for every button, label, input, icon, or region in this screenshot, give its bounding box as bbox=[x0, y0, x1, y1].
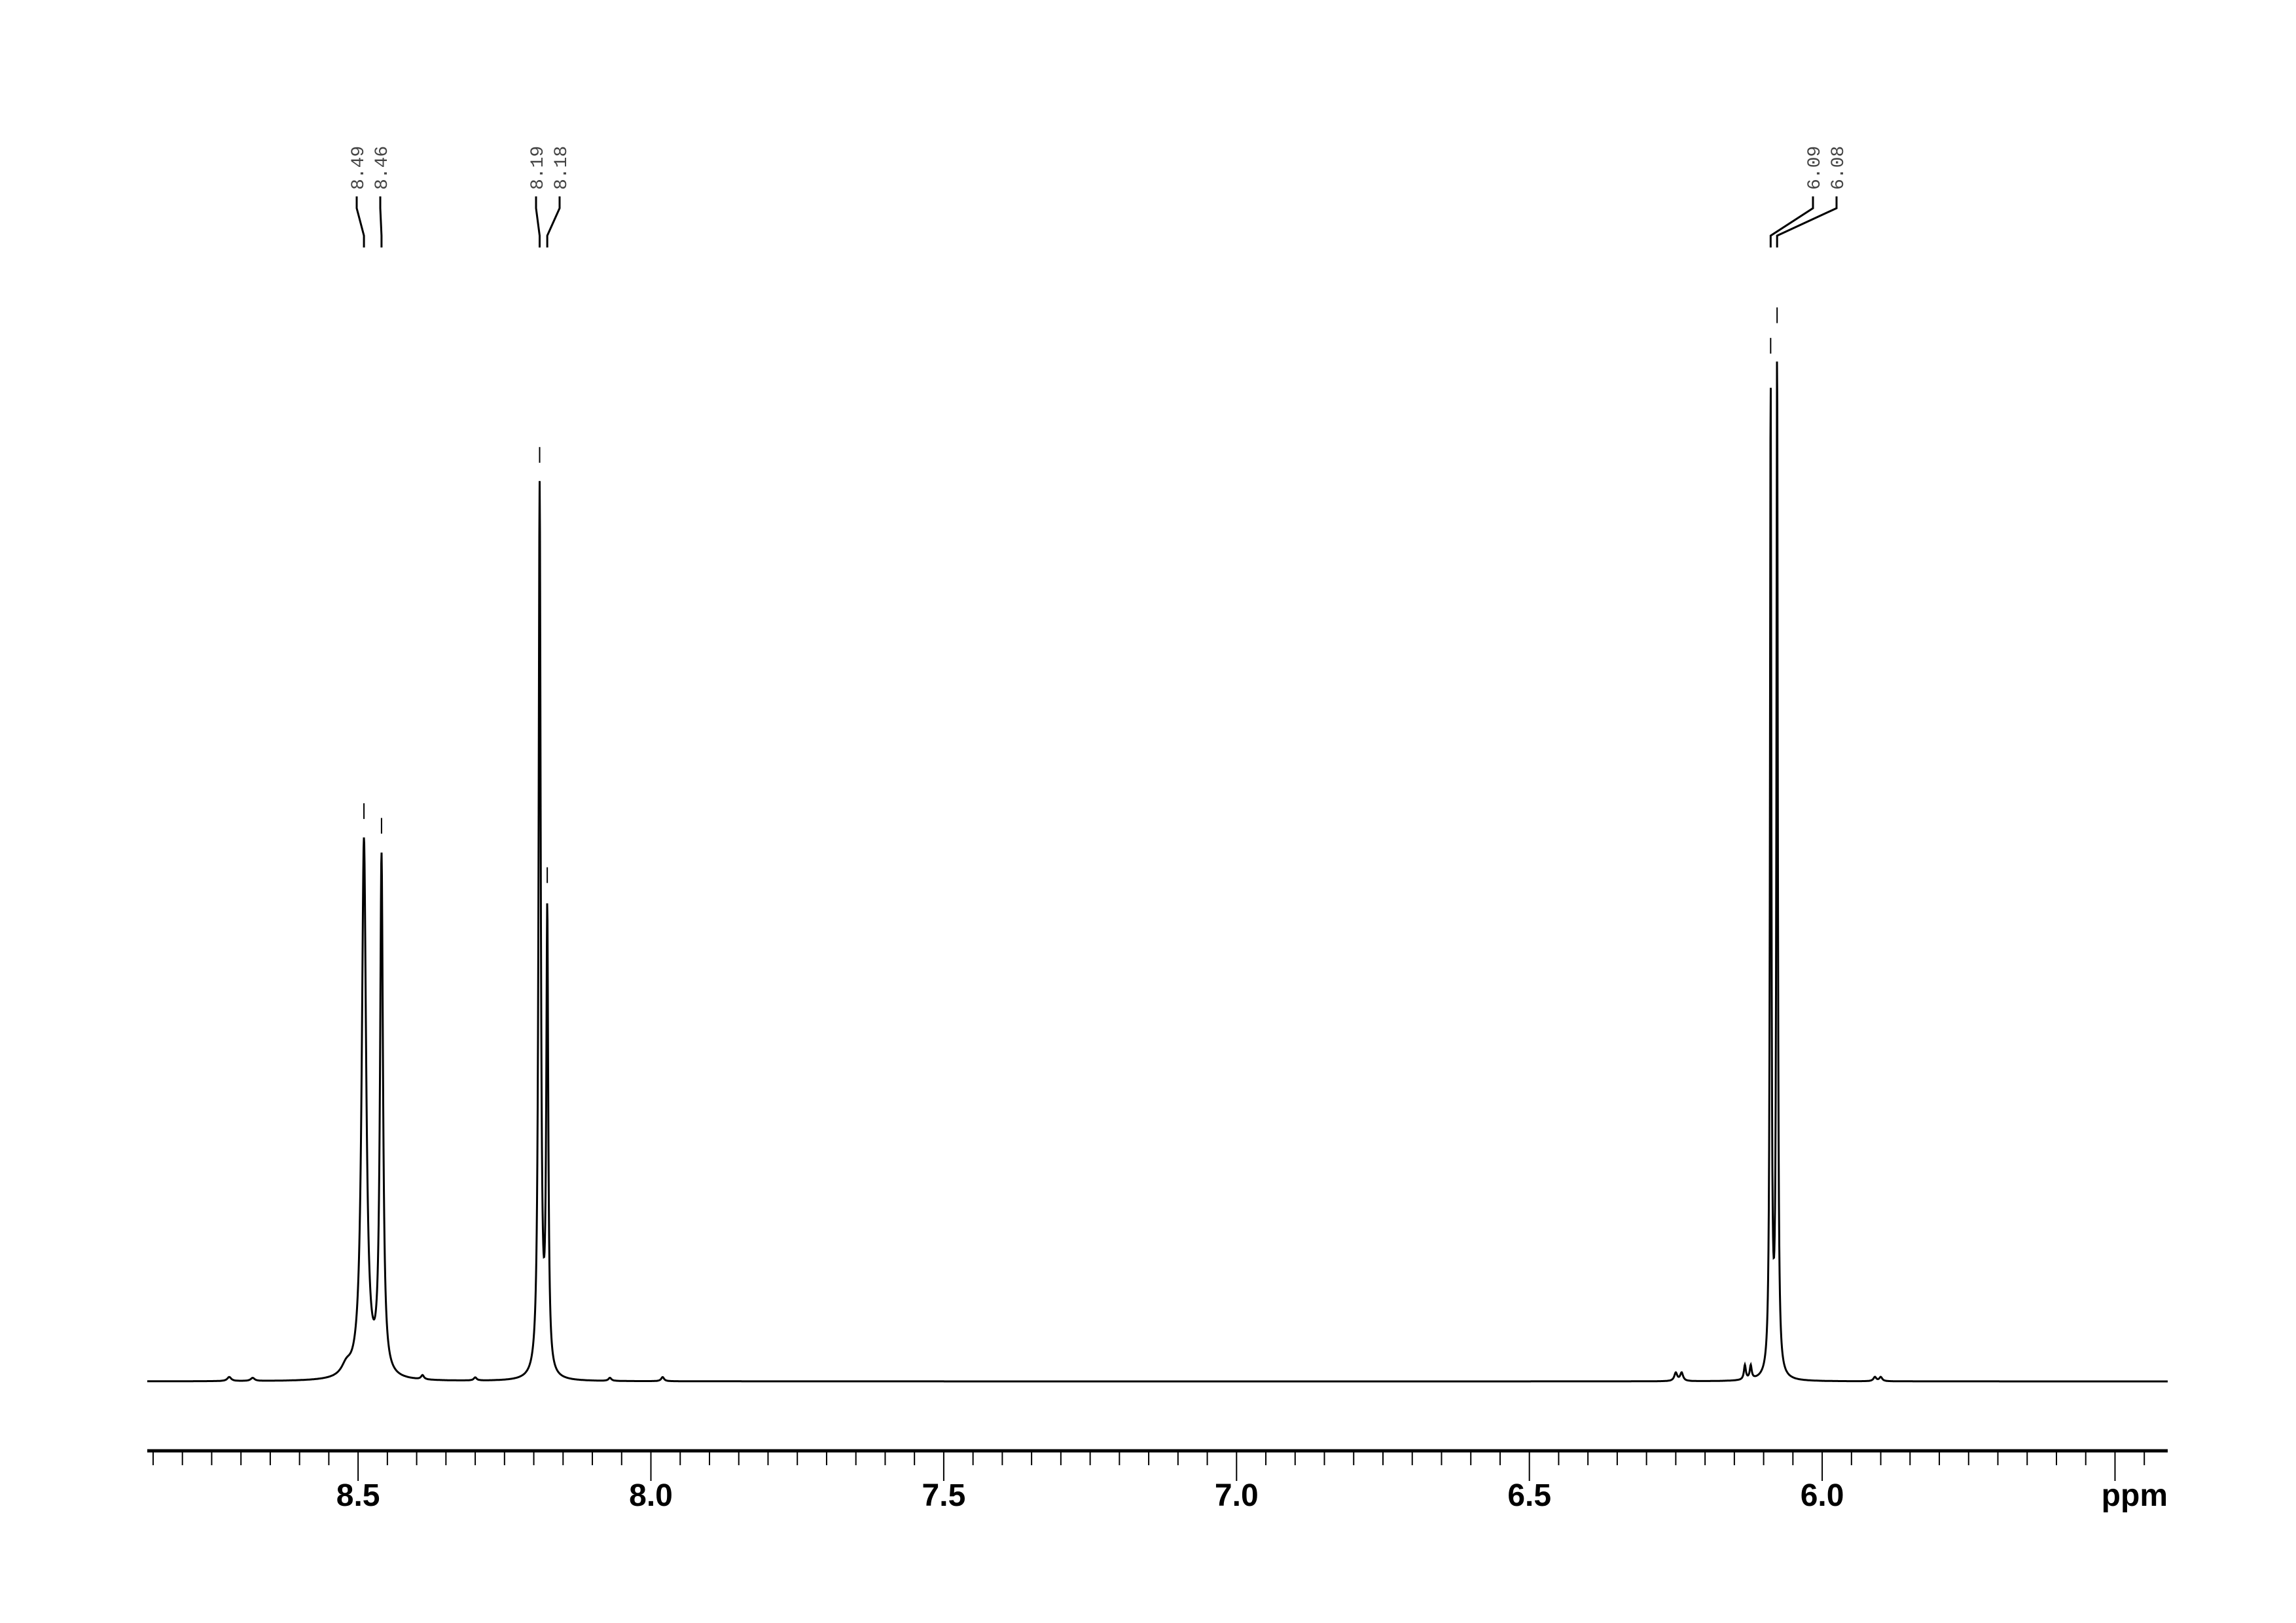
peak-label: 8.18 bbox=[552, 146, 572, 190]
peak-label: 8.49 bbox=[349, 146, 369, 190]
peak-label: 8.19 bbox=[528, 146, 548, 190]
x-axis-ticks bbox=[152, 1451, 2145, 1481]
x-tick-label: 6.0 bbox=[1801, 1478, 1844, 1513]
x-tick-label: 7.5 bbox=[922, 1478, 966, 1513]
peak-label-connector bbox=[379, 196, 383, 247]
x-axis-label: ppm bbox=[2102, 1478, 2168, 1513]
peak-label-connector bbox=[535, 196, 541, 247]
x-tick-label: 6.5 bbox=[1507, 1478, 1551, 1513]
x-tick-label: 8.5 bbox=[336, 1478, 380, 1513]
peak-label-connector bbox=[1769, 196, 1814, 247]
x-tick-label: 7.0 bbox=[1215, 1478, 1259, 1513]
x-axis-tick-labels: 8.5 8.0 7.5 7.0 6.5 6.0 bbox=[336, 1478, 1844, 1513]
peak-label: 6.08 bbox=[1829, 146, 1849, 190]
peak-label: 8.46 bbox=[372, 146, 393, 190]
spectrum-line bbox=[147, 361, 2168, 1383]
peak-labels: 8.49 8.46 8.19 8.18 6.09 6.08 bbox=[349, 146, 1849, 247]
x-tick-label: 8.0 bbox=[629, 1478, 673, 1513]
peak-label-connector bbox=[355, 196, 365, 247]
peak-label-connector bbox=[1776, 196, 1838, 247]
peak-label: 6.09 bbox=[1805, 146, 1825, 190]
peak-label-connector bbox=[546, 196, 561, 247]
peak-markers bbox=[363, 307, 1778, 883]
